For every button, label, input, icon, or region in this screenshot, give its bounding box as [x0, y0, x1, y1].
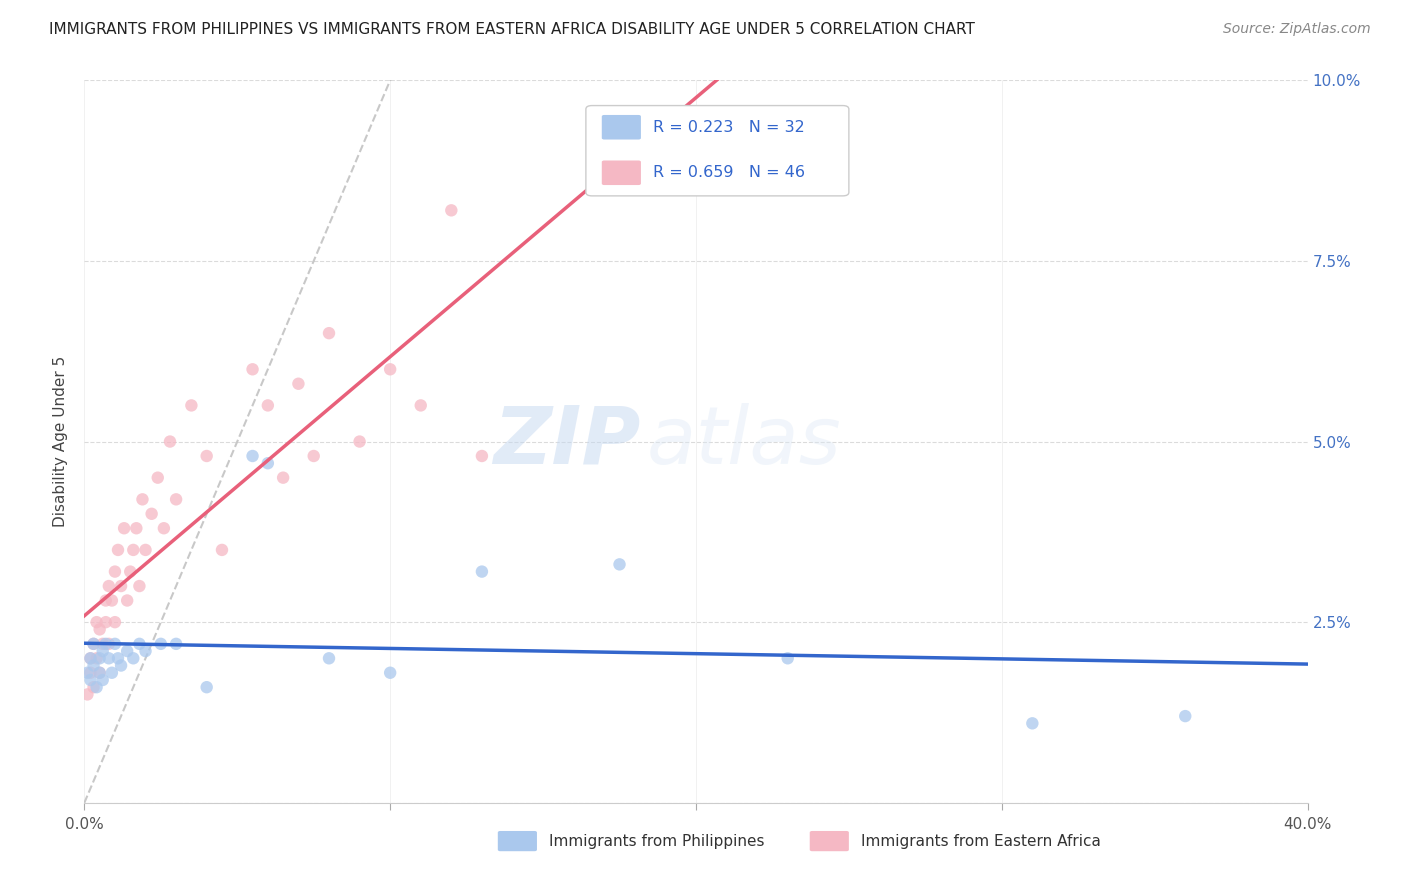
Point	[776, 651, 799, 665]
Point	[135, 644, 157, 658]
Text: R = 0.223   N = 32: R = 0.223 N = 32	[654, 120, 804, 135]
Point	[287, 376, 309, 391]
Point	[115, 593, 138, 607]
Point	[76, 665, 98, 680]
Point	[135, 542, 157, 557]
Point	[94, 637, 117, 651]
Point	[302, 449, 325, 463]
Point	[165, 492, 187, 507]
Point	[471, 565, 494, 579]
Point	[180, 398, 202, 412]
Point	[79, 651, 101, 665]
Point	[122, 651, 145, 665]
Point	[195, 680, 218, 694]
Point	[86, 615, 108, 630]
Point	[79, 651, 101, 665]
Point	[257, 398, 280, 412]
Point	[1174, 709, 1197, 723]
Point	[409, 398, 432, 412]
Point	[110, 579, 132, 593]
Point	[94, 593, 117, 607]
Point	[141, 507, 163, 521]
FancyBboxPatch shape	[602, 161, 641, 185]
Point	[79, 665, 101, 680]
Point	[242, 362, 264, 376]
Text: R = 0.659   N = 46: R = 0.659 N = 46	[654, 165, 806, 180]
FancyBboxPatch shape	[810, 831, 849, 851]
Point	[101, 593, 124, 607]
Point	[211, 542, 233, 557]
Point	[91, 673, 114, 687]
Point	[149, 637, 172, 651]
Text: Immigrants from Philippines: Immigrants from Philippines	[550, 834, 765, 848]
Point	[146, 471, 169, 485]
Point	[89, 665, 111, 680]
Point	[104, 615, 127, 630]
Point	[97, 579, 120, 593]
Point	[83, 637, 105, 651]
Point	[83, 658, 105, 673]
Point	[94, 615, 117, 630]
Point	[165, 637, 187, 651]
Text: Immigrants from Eastern Africa: Immigrants from Eastern Africa	[860, 834, 1101, 848]
Point	[91, 644, 114, 658]
Point	[159, 434, 181, 449]
Text: Source: ZipAtlas.com: Source: ZipAtlas.com	[1223, 22, 1371, 37]
Point	[107, 651, 129, 665]
Point	[131, 492, 153, 507]
Point	[79, 673, 101, 687]
Point	[115, 644, 138, 658]
Point	[609, 558, 631, 572]
Point	[349, 434, 371, 449]
Point	[318, 651, 340, 665]
Point	[257, 456, 280, 470]
Point	[107, 542, 129, 557]
Point	[128, 579, 150, 593]
Point	[242, 449, 264, 463]
Point	[91, 637, 114, 651]
FancyBboxPatch shape	[602, 115, 641, 139]
Point	[86, 680, 108, 694]
Point	[83, 680, 105, 694]
Point	[76, 687, 98, 701]
Point	[101, 665, 124, 680]
Text: atlas: atlas	[647, 402, 842, 481]
Point	[471, 449, 494, 463]
Point	[112, 521, 135, 535]
Point	[122, 542, 145, 557]
Point	[153, 521, 176, 535]
Point	[110, 658, 132, 673]
Point	[97, 637, 120, 651]
Text: ZIP: ZIP	[494, 402, 641, 481]
Point	[89, 623, 111, 637]
Point	[195, 449, 218, 463]
Point	[128, 637, 150, 651]
Point	[89, 651, 111, 665]
Point	[125, 521, 148, 535]
Point	[86, 651, 108, 665]
Point	[380, 665, 402, 680]
Text: IMMIGRANTS FROM PHILIPPINES VS IMMIGRANTS FROM EASTERN AFRICA DISABILITY AGE UND: IMMIGRANTS FROM PHILIPPINES VS IMMIGRANT…	[49, 22, 976, 37]
Point	[97, 651, 120, 665]
Point	[104, 565, 127, 579]
Point	[1021, 716, 1043, 731]
Point	[318, 326, 340, 340]
Point	[104, 637, 127, 651]
Point	[380, 362, 402, 376]
FancyBboxPatch shape	[498, 831, 537, 851]
Y-axis label: Disability Age Under 5: Disability Age Under 5	[53, 356, 69, 527]
Point	[120, 565, 142, 579]
Point	[271, 471, 294, 485]
Point	[440, 203, 463, 218]
Point	[89, 665, 111, 680]
FancyBboxPatch shape	[586, 105, 849, 196]
Point	[83, 637, 105, 651]
